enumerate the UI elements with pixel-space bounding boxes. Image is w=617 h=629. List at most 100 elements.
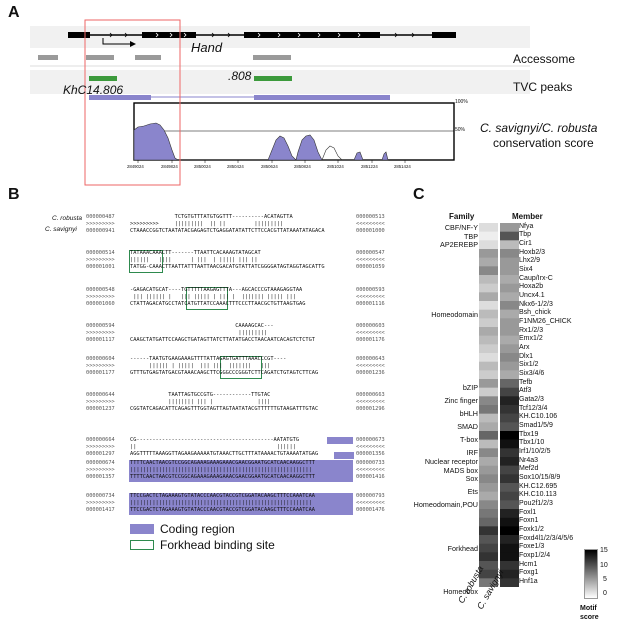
member-label: Hoxa2b bbox=[519, 283, 544, 291]
member-label: Sox10/15/8/9 bbox=[519, 473, 561, 481]
heatmap-cell bbox=[479, 318, 498, 328]
coding-region-bar-1 bbox=[89, 95, 151, 100]
family-label: Homeodomain bbox=[431, 309, 478, 319]
family-label: bZIP bbox=[462, 383, 478, 393]
family-label: SMAD bbox=[457, 422, 478, 432]
heatmap-cell bbox=[500, 483, 519, 492]
heatmap-cell bbox=[479, 448, 498, 458]
strand-marker: <<<<<<<<< bbox=[356, 399, 385, 405]
left-pos-top: 000000644 bbox=[86, 392, 115, 398]
member-label: Foxe1/3 bbox=[519, 543, 545, 551]
heatmap-cell bbox=[479, 431, 498, 440]
heatmap-cell bbox=[479, 301, 498, 310]
x-tick-label: 2850824 bbox=[294, 164, 311, 169]
heatmap-cell bbox=[500, 275, 519, 284]
gene-exon-3 bbox=[244, 32, 380, 38]
colorbar-tick-15: 15 bbox=[600, 547, 608, 554]
conservation-area bbox=[133, 122, 389, 161]
seq-match: |||||| | ||||| ||| ||| ||||||| ||| bbox=[130, 363, 271, 369]
left-pos-top: 000000664 bbox=[86, 437, 115, 443]
heatmap-cell bbox=[479, 240, 498, 250]
heatmap-cell bbox=[500, 422, 519, 432]
heatmap-cell bbox=[479, 361, 498, 371]
legend-forkhead-swatch bbox=[130, 540, 154, 550]
heatmap-cell bbox=[500, 517, 519, 527]
heatmap-cell bbox=[500, 249, 519, 258]
member-label: Tefb bbox=[519, 378, 533, 386]
heatmap-cell bbox=[479, 457, 498, 466]
right-pos-bot: 000001416 bbox=[356, 474, 385, 480]
heatmap-cell bbox=[479, 379, 498, 388]
tvc-track-bg bbox=[30, 70, 530, 94]
panel-a-label: A bbox=[8, 4, 20, 21]
heatmap-cell bbox=[500, 491, 519, 501]
seq-bottom: TTCCGACTCTAGAAAGTGTATACCCAACGTACCGTCGGAT… bbox=[130, 507, 315, 513]
x-tick-label: 2850624 bbox=[261, 164, 278, 169]
seq-match: ||| |||||| | ||| ||||| | ||| | ||||||| |… bbox=[130, 294, 296, 300]
seq-top: TTTTCAACTAACGTCCGGCAGAAAGAAAGAAACGAACGGA… bbox=[130, 460, 315, 466]
forkhead-site-1 bbox=[129, 250, 163, 273]
heatmap-cell bbox=[479, 335, 498, 345]
motif-heatmap bbox=[479, 223, 519, 587]
heatmap-cell bbox=[500, 292, 519, 302]
member-label: Uncx4.1 bbox=[519, 291, 545, 299]
heatmap-cell bbox=[479, 474, 498, 484]
x-tick-label: 2851424 bbox=[394, 164, 411, 169]
gene-strand-chevrons-line bbox=[109, 32, 415, 38]
heatmap-cell bbox=[500, 413, 519, 423]
heatmap-cell bbox=[500, 526, 519, 536]
heatmap-cell bbox=[479, 500, 498, 510]
coding-highlight-bot bbox=[334, 452, 354, 459]
heatmap-cell bbox=[500, 335, 519, 345]
seq-top: CG--------------------------------------… bbox=[130, 437, 300, 443]
gene-exon-4 bbox=[432, 32, 456, 38]
strand-marker: >>>>>>>>> bbox=[86, 330, 115, 336]
right-pos-top: 000000513 bbox=[356, 214, 385, 220]
member-label: Foxg1 bbox=[519, 569, 539, 577]
gene-strand-chevrons bbox=[155, 32, 361, 38]
colorbar-title-1: Motif bbox=[580, 605, 597, 612]
strand-marker: >>>>>>>>> bbox=[86, 399, 115, 405]
colorbar-tick-0: 0 bbox=[603, 590, 607, 597]
member-label: Tbx1/10 bbox=[519, 439, 545, 447]
left-pos-bot: 000001357 bbox=[86, 474, 115, 480]
strand-marker: <<<<<<<<< bbox=[356, 221, 385, 227]
heatmap-cell bbox=[500, 405, 519, 414]
heatmap-cell bbox=[479, 483, 498, 492]
strand-marker: >>>>>>>>> bbox=[86, 363, 115, 369]
member-label: Nkx6-1/2/3 bbox=[519, 300, 553, 308]
heatmap-cell bbox=[500, 431, 519, 440]
right-pos-bot: 000001356 bbox=[356, 451, 385, 457]
col-header-member: Member bbox=[512, 212, 543, 221]
heatmap-cell bbox=[500, 301, 519, 310]
heatmap-cell bbox=[500, 327, 519, 336]
heatmap-cell bbox=[500, 474, 519, 484]
family-label: T-box bbox=[460, 435, 478, 445]
seq-bottom: GTTTGTGAGTATGACGTAAACAAGCTTCGGGCCCGGGTCT… bbox=[130, 370, 319, 376]
conservation-title-1: C. savignyi/C. robusta bbox=[480, 121, 598, 135]
accessome-peaks bbox=[38, 55, 291, 60]
heatmap-cell bbox=[479, 509, 498, 518]
x-tick-label: 2849024 bbox=[127, 164, 144, 169]
left-pos-bot: 000000941 bbox=[86, 228, 115, 234]
strand-marker: >>>>>>>>> bbox=[86, 294, 115, 300]
family-label: AP2EREBP bbox=[440, 240, 478, 250]
family-label: CBF/NF-Y bbox=[444, 222, 478, 232]
right-pos-bot: 000001176 bbox=[356, 337, 385, 343]
right-pos-top: 000000547 bbox=[356, 250, 385, 256]
member-label: Dlx1 bbox=[519, 352, 534, 360]
family-label: Ets bbox=[467, 487, 478, 497]
member-label: Gata2/3 bbox=[519, 395, 544, 403]
colorbar-title-2: score bbox=[580, 614, 599, 621]
strand-marker: >>>>>>>>> bbox=[86, 444, 115, 450]
seq-bottom: CAAGCTATGATTCCAAGCTGATAGTTATCTTATATGACCT… bbox=[130, 337, 315, 343]
member-label: Six1/2 bbox=[519, 361, 539, 369]
strand-marker: <<<<<<<<< bbox=[356, 467, 385, 473]
heatmap-cell bbox=[479, 257, 498, 267]
legend-coding-swatch bbox=[130, 524, 154, 534]
member-label: Arx bbox=[519, 343, 530, 351]
heatmap-cell bbox=[479, 387, 498, 397]
heatmap-cell bbox=[500, 283, 519, 293]
heatmap-cell bbox=[500, 353, 519, 362]
conservation-x-labels: 2849024 2849824 2850024 2850424 2850624 … bbox=[127, 164, 467, 172]
